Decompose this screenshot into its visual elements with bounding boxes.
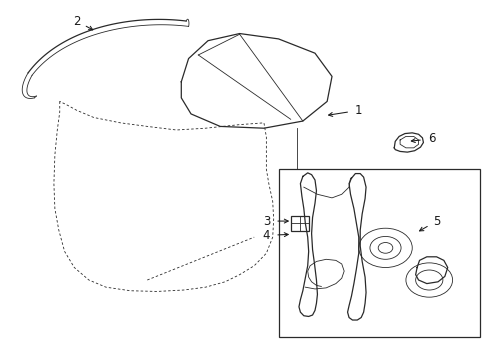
Bar <box>290 216 308 231</box>
Text: 3: 3 <box>262 215 269 228</box>
Text: 4: 4 <box>262 229 269 242</box>
Text: 6: 6 <box>427 132 434 145</box>
Text: 2: 2 <box>73 14 81 27</box>
Bar <box>278 169 479 337</box>
Text: 1: 1 <box>354 104 362 117</box>
Text: 5: 5 <box>432 215 439 228</box>
